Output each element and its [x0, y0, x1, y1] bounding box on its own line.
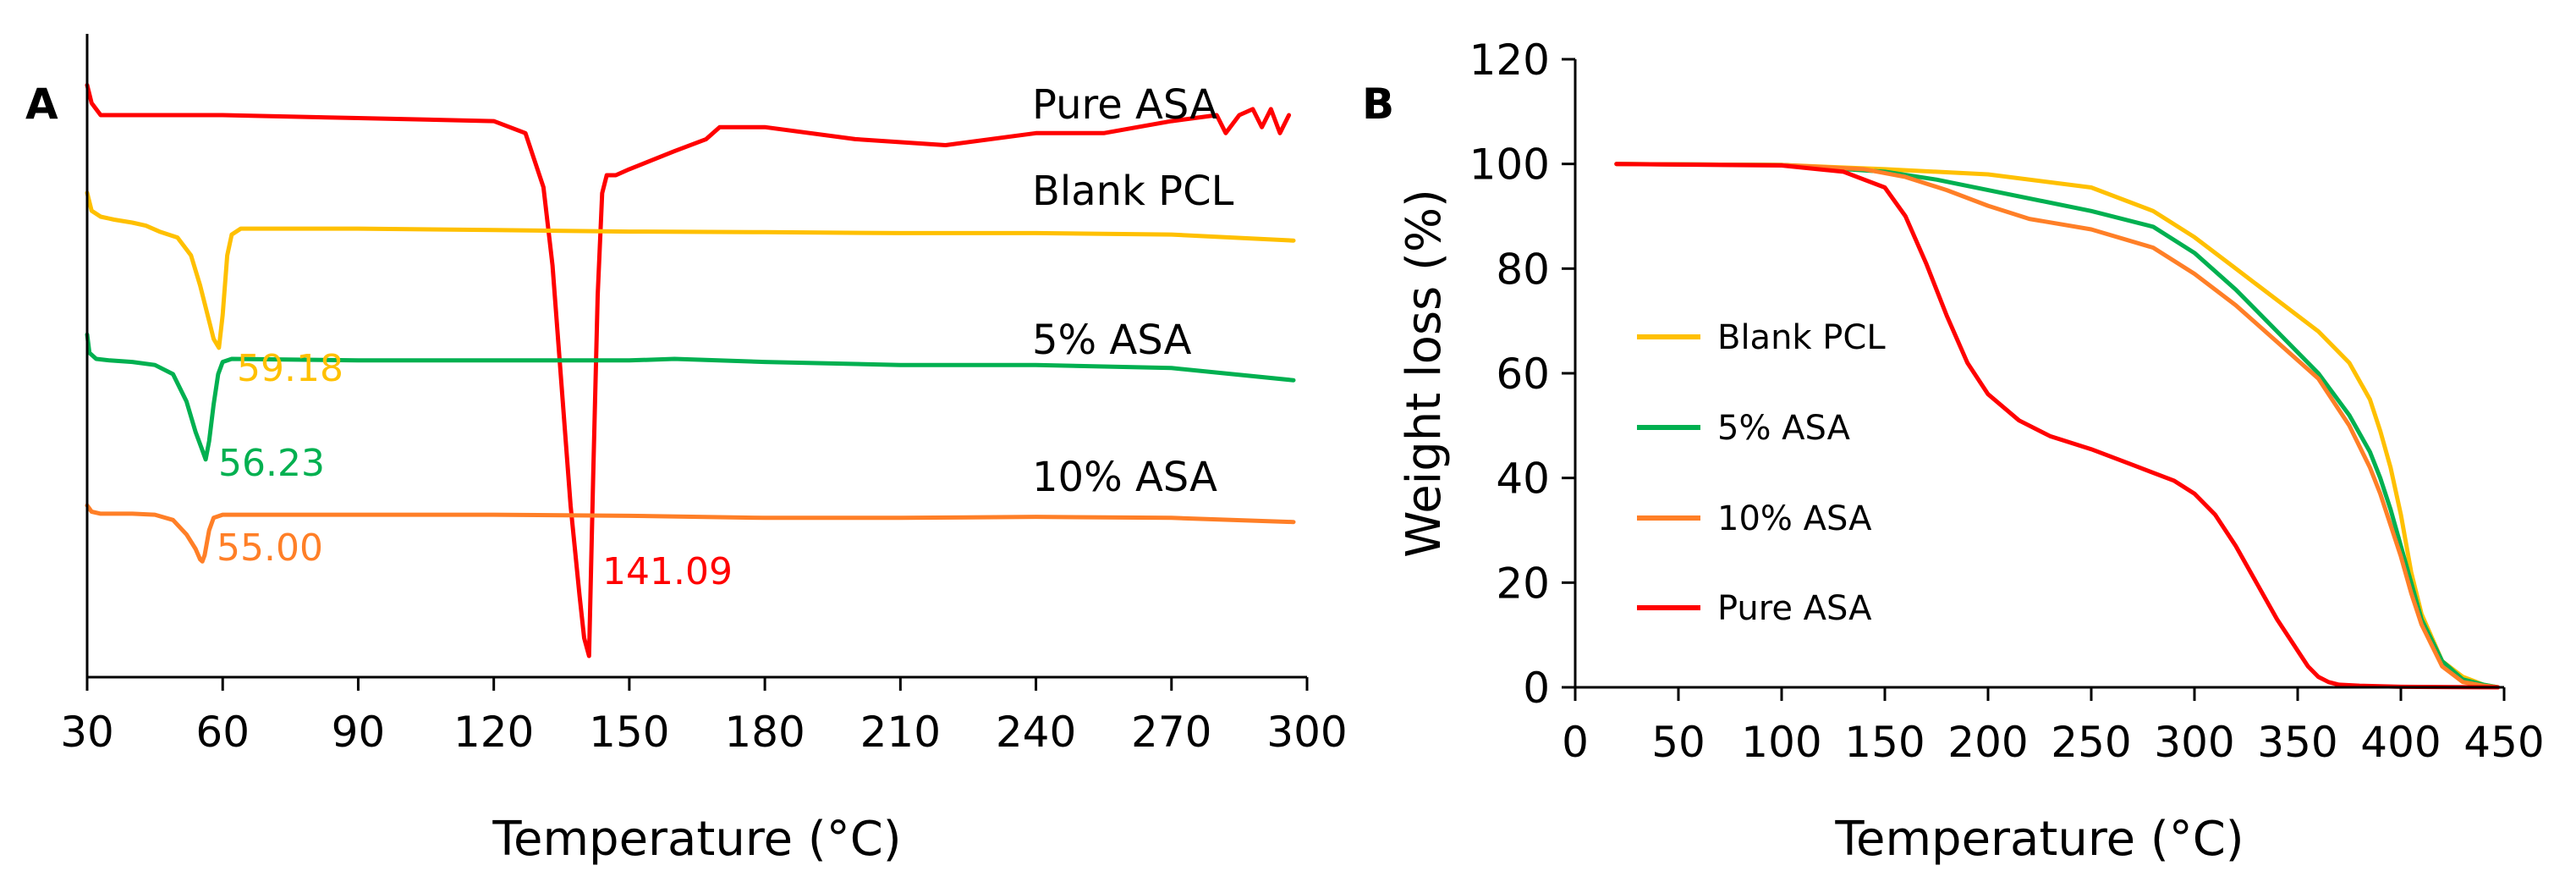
- peak-label-pure-asa: 141.09: [602, 550, 733, 593]
- legend-label-10-asa: 10% ASA: [1717, 499, 1872, 538]
- curve-5-asa: [1614, 162, 2501, 690]
- x-tick-label-50: 50: [1651, 718, 1705, 767]
- x-tick-label-210: 210: [860, 708, 941, 757]
- x-tick-label-250: 250: [2051, 718, 2131, 767]
- panel-b: B 0 50 100 150 200 250 300 350 400 450 0 20 40 60 80 1…: [1362, 36, 2545, 867]
- x-tick-label-200: 200: [1947, 718, 2028, 767]
- curve-10-asa: [1614, 162, 2501, 690]
- x-tick-label-180: 180: [724, 708, 805, 757]
- y-tick-label-0: 0: [1523, 664, 1550, 713]
- panel-b-y-ticks: 0 20 40 60 80 100 120: [1469, 36, 1575, 713]
- panel-a-x-title: Temperature (°C): [492, 812, 901, 867]
- y-tick-label-120: 120: [1469, 36, 1550, 85]
- series-label-blank-pcl: Blank PCL: [1032, 168, 1234, 215]
- x-tick-label-90: 90: [332, 708, 386, 757]
- legend-label-blank-pcl: Blank PCL: [1717, 318, 1886, 357]
- curve-blank-pcl: [85, 190, 1296, 350]
- panel-b-legend: Blank PCL 5% ASA 10% ASA Pure ASA: [1637, 318, 1886, 628]
- y-tick-label-40: 40: [1496, 455, 1550, 504]
- x-tick-label-120: 120: [453, 708, 534, 757]
- panel-b-x-title: Temperature (°C): [1834, 812, 2244, 867]
- x-tick-label-30: 30: [60, 708, 114, 757]
- panel-b-y-title: Weight loss (%): [1397, 189, 1452, 558]
- panel-b-label: B: [1362, 80, 1394, 129]
- y-tick-label-60: 60: [1496, 350, 1550, 399]
- x-tick-label-60: 60: [195, 708, 250, 757]
- legend-label-5-asa: 5% ASA: [1717, 409, 1851, 448]
- panel-a-label: A: [25, 80, 58, 129]
- peak-label-blank-pcl: 59.18: [237, 347, 343, 390]
- peak-label-10-asa: 55.00: [217, 526, 323, 570]
- x-tick-label-150: 150: [589, 708, 669, 757]
- x-tick-label-270: 270: [1131, 708, 1211, 757]
- x-tick-label-300: 300: [2154, 718, 2234, 767]
- panel-a-curves: [85, 83, 1296, 659]
- y-tick-label-100: 100: [1469, 141, 1550, 190]
- x-tick-label-0: 0: [1562, 718, 1589, 767]
- panel-b-curves: [1614, 162, 2501, 690]
- series-label-10-asa: 10% ASA: [1032, 454, 1217, 501]
- x-tick-label-300: 300: [1266, 708, 1347, 757]
- peak-label-5-asa: 56.23: [218, 442, 325, 485]
- curve-pure-asa: [85, 83, 1292, 659]
- series-label-5-asa: 5% ASA: [1032, 317, 1192, 364]
- curve-10-asa: [85, 503, 1296, 564]
- x-tick-label-350: 350: [2257, 718, 2337, 767]
- y-tick-label-20: 20: [1496, 559, 1550, 608]
- x-tick-label-240: 240: [996, 708, 1076, 757]
- curve-pure-asa: [1614, 162, 2501, 690]
- x-tick-label-150: 150: [1844, 718, 1925, 767]
- panel-a-x-ticks: 30 60 90 120 150 180 210 240 270 300: [60, 677, 1348, 757]
- x-tick-label-100: 100: [1741, 718, 1821, 767]
- curve-5-asa: [85, 332, 1296, 462]
- y-tick-label-80: 80: [1496, 245, 1550, 294]
- x-tick-label-450: 450: [2463, 718, 2544, 767]
- x-tick-label-400: 400: [2360, 718, 2441, 767]
- panel-b-x-ticks: 0 50 100 150 200 250 300 350 400 450: [1562, 687, 2545, 767]
- panel-a: A 30 60 90 120 150 180 210 240 270 300 Temperatur…: [25, 34, 1348, 867]
- series-label-pure-asa: Pure ASA: [1032, 81, 1217, 129]
- legend-label-pure-asa: Pure ASA: [1717, 589, 1872, 628]
